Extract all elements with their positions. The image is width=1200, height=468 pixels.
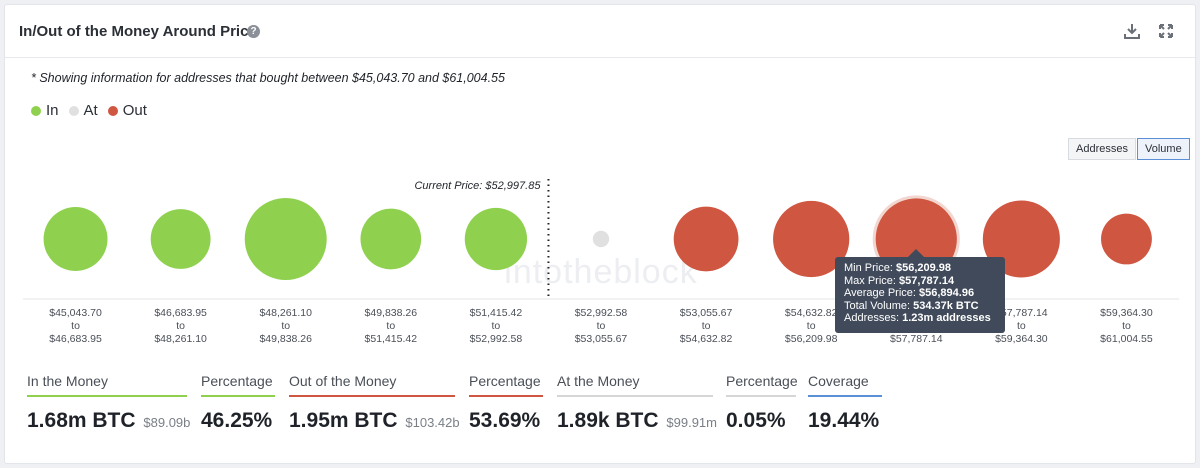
- watermark-text: intotheblock: [504, 253, 697, 291]
- card-title: In/Out of the Money Around Price: [19, 23, 257, 40]
- bucket-tick-label: $51,415.42: [470, 307, 523, 319]
- chart-card: In/Out of the Money Around Price ? * Sho…: [4, 4, 1197, 464]
- tooltip-max-row: Max Price: $57,787.14: [844, 274, 955, 287]
- bucket-tick-label: to: [71, 320, 80, 332]
- bucket-tick-label: $48,261.10: [154, 333, 207, 345]
- bucket-tick-label: $54,632.82: [680, 333, 733, 345]
- bucket-tick-label: $48,261.10: [259, 307, 312, 319]
- bucket-tick-label: $53,055.67: [575, 333, 628, 345]
- stat-in-the-money: In the Money 1.68m BTC $89.09b: [27, 373, 191, 433]
- stat-value: 53.69%: [469, 409, 541, 432]
- help-icon[interactable]: ?: [247, 25, 260, 38]
- bucket-tick-label: $61,004.55: [1100, 333, 1153, 345]
- bucket-tick-label: to: [1122, 320, 1131, 332]
- bucket-tick-label: to: [597, 320, 606, 332]
- bucket-tick-label: $46,683.95: [154, 307, 207, 319]
- bubble-out[interactable]: [773, 200, 850, 278]
- bucket-tick-label: $53,055.67: [680, 307, 733, 319]
- bucket-tick-label: $52,992.58: [575, 307, 628, 319]
- current-price-label: Current Price: $52,997.85: [414, 180, 541, 192]
- bubble-in[interactable]: [43, 207, 108, 271]
- bucket-tooltip: Min Price: $56,209.98 Max Price: $57,787…: [835, 257, 1005, 333]
- bubble-in[interactable]: [150, 209, 211, 269]
- stat-value: 0.05%: [726, 409, 786, 432]
- expand-icon[interactable]: [1157, 22, 1175, 40]
- legend-dot: [31, 105, 41, 116]
- stat-in-percentage: Percentage 46.25%: [201, 373, 275, 433]
- legend-label: In: [46, 102, 59, 119]
- stat-value: 19.44%: [808, 409, 880, 432]
- stat-label: Out of the Money: [289, 373, 455, 397]
- legend-label: At: [83, 102, 98, 119]
- stat-value: 1.68m BTC $89.09b: [27, 409, 191, 432]
- stat-value: 1.95m BTC $103.42b: [289, 409, 460, 432]
- bucket-tick-label: $56,209.98: [785, 333, 838, 345]
- legend-dot: [68, 105, 79, 116]
- bucket-tick-label: $57,787.14: [890, 333, 943, 345]
- bucket-tick-label: to: [807, 320, 816, 332]
- download-icon[interactable]: [1123, 22, 1141, 40]
- bucket-tick-label: $51,415.42: [365, 333, 418, 345]
- stat-out-percentage: Percentage 53.69%: [469, 373, 543, 433]
- range-note: * Showing information for addresses that…: [31, 71, 505, 85]
- tooltip-min-row: Min Price: $56,209.98: [844, 262, 952, 274]
- legend: In At Out: [31, 102, 157, 119]
- bubble-in[interactable]: [244, 198, 327, 280]
- stat-at-percentage: Percentage 0.05%: [726, 373, 798, 433]
- bucket-tick-label: $49,838.26: [259, 333, 312, 345]
- bubble-out[interactable]: [673, 206, 739, 272]
- bucket-tick-label: $52,992.58: [470, 333, 523, 345]
- bubble-in[interactable]: [464, 207, 528, 271]
- stat-value: 46.25%: [201, 409, 273, 432]
- tooltip-avg-row: Average Price: $56,894.96: [844, 287, 975, 299]
- legend-item-at[interactable]: At: [68, 102, 98, 119]
- legend-label: Out: [122, 102, 147, 119]
- bucket-tick-label: $46,683.95: [49, 333, 102, 345]
- bucket-tick-label: to: [492, 320, 501, 332]
- bucket-tick-label: to: [281, 320, 290, 332]
- bubble-at[interactable]: [592, 230, 610, 248]
- stats-bar: In the Money 1.68m BTC $89.09b Percentag…: [5, 373, 1197, 453]
- legend-item-in[interactable]: In: [31, 102, 59, 119]
- stat-value: 1.89k BTC $99.91m: [557, 409, 717, 432]
- stat-label: Coverage: [808, 373, 882, 397]
- bubble-out[interactable]: [1101, 213, 1152, 265]
- legend-item-out[interactable]: Out: [107, 102, 147, 119]
- stat-label: Percentage: [201, 373, 275, 397]
- tooltip-arrow: [908, 249, 924, 257]
- stat-at-the-money: At the Money 1.89k BTC $99.91m: [557, 373, 717, 433]
- bubble-chart: intotheblock$45,043.70to$46,683.95$46,68…: [23, 179, 1179, 345]
- bucket-tick-label: $59,364.30: [1100, 307, 1153, 319]
- legend-dot: [107, 105, 118, 116]
- stat-label: Percentage: [726, 373, 798, 397]
- card-header: In/Out of the Money Around Price ?: [5, 5, 1197, 58]
- stat-label: Percentage: [469, 373, 543, 397]
- bucket-tick-label: to: [176, 320, 185, 332]
- bucket-tick-label: $54,632.82: [785, 307, 838, 319]
- bucket-tick-label: to: [702, 320, 711, 332]
- stat-out-of-the-money: Out of the Money 1.95m BTC $103.42b: [289, 373, 460, 433]
- bubble-in[interactable]: [360, 208, 422, 270]
- tooltip-volume-row: Total Volume: 534.37k BTC: [844, 299, 979, 312]
- bucket-tick-label: $59,364.30: [995, 333, 1048, 345]
- volume-toggle-button[interactable]: Volume: [1137, 138, 1190, 160]
- bucket-tick-label: to: [386, 320, 395, 332]
- bucket-tick-label: to: [1017, 320, 1026, 332]
- addresses-toggle-button[interactable]: Addresses: [1068, 138, 1136, 160]
- stat-label: In the Money: [27, 373, 187, 397]
- bucket-tick-label: $45,043.70: [49, 307, 102, 319]
- bucket-tick-label: $57,787.14: [995, 307, 1048, 319]
- bucket-tick-label: $49,838.26: [365, 307, 418, 319]
- stat-label: At the Money: [557, 373, 713, 397]
- stat-coverage: Coverage 19.44%: [808, 373, 882, 433]
- tooltip-addresses-row: Addresses: 1.23m addresses: [844, 312, 991, 324]
